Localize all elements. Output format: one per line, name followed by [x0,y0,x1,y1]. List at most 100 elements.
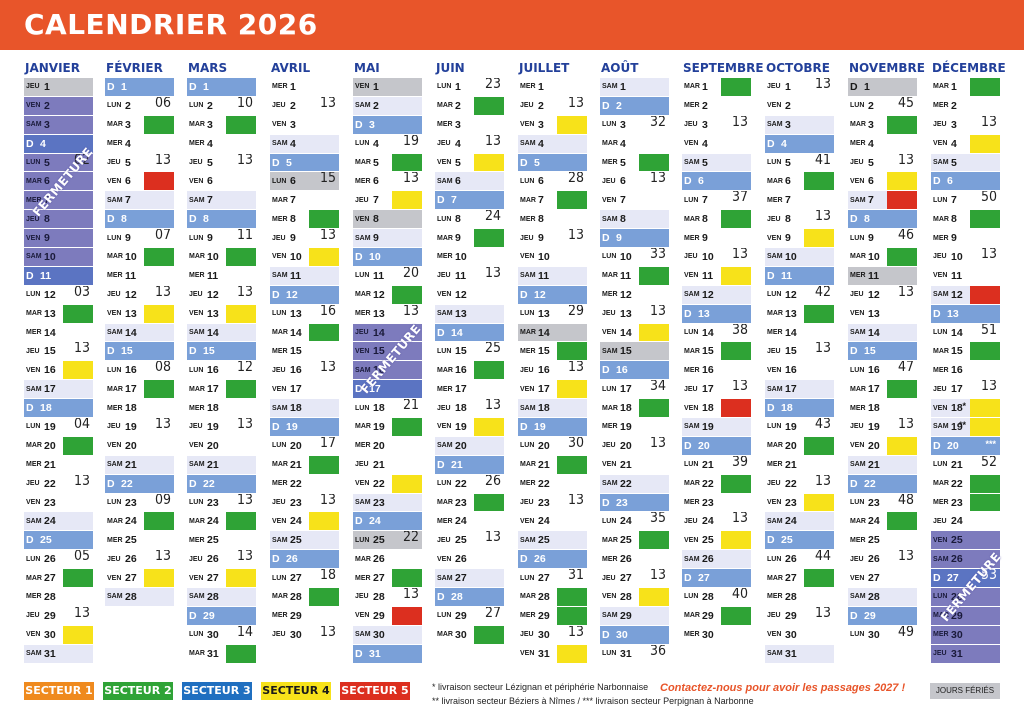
month-column: OCTOBRE JEU 1 13 VEN 2 SAM 3 D 4 LUN 5 41 MAR 6 MER 7 JEU… [765,58,834,664]
day-number: 9 [702,232,708,245]
weekday-label: SAM [767,517,783,525]
weekday-label: VEN [767,234,782,242]
weekday-label: D [189,80,197,93]
day-cell: MAR 12 [353,285,392,304]
day-row: JEU 14 [353,323,422,343]
weekday-label: MER [520,215,536,223]
day-row: LUN 10 33 [600,248,669,267]
weekday-label: SAM [933,291,949,299]
weekday-label: SAM [355,631,371,639]
day-number: 3 [702,118,708,131]
day-cell: JEU 17 13 [682,380,751,399]
day-cell: VEN 30 [765,625,834,644]
week-number: 13 [484,134,501,149]
weekday-label: VEN [602,196,617,204]
month-column: AVRIL MER 1 JEU 2 13 VEN 3 SAM 4 D 5 LUN 6 15 MAR 7 MER 8 J… [270,58,339,645]
day-cell: SAM 7 [848,191,887,210]
day-row: MAR 29 [682,606,751,626]
week-number: 33 [649,248,666,263]
day-cell: MAR 27 [24,569,63,588]
weekday-label: MAR [933,480,949,488]
day-number: 16 [702,364,714,377]
day-cell: VEN 27 [187,569,226,588]
weekday-label: MAR [684,83,700,91]
day-row: D 17 [353,380,422,400]
day-cell: D 25 [24,531,93,550]
day-row: MAR 29 [931,606,1000,626]
weekday-label: MAR [520,329,536,337]
day-row: JEU 30 13 [270,625,339,645]
sector-marker [392,606,422,625]
weekday-label: SAM [850,196,866,204]
day-number: 27 [538,572,550,585]
day-number: 20 [44,439,56,452]
day-number: 2 [868,99,874,112]
month-name: AOÛT [601,61,639,75]
weekday-label: MAR [520,593,536,601]
week-number: 13 [649,436,666,451]
day-cell: JEU 15 13 [24,342,93,361]
day-number: 10 [455,250,467,263]
weekday-label: D [933,175,941,188]
day-number: 26 [455,553,467,566]
weekday-label: MER [850,404,866,412]
weekday-label: SAM [272,404,288,412]
day-cell: MER 11 [187,266,256,285]
day-cell: VEN 27 [105,569,144,588]
day-number: 9 [616,232,622,245]
weekday-label: LUN [520,574,535,582]
day-number: 1 [864,80,870,93]
footnote-2: ** livraison secteur Béziers à Nîmes / *… [432,696,754,706]
day-row: SAM 11 [518,266,587,286]
day-cell: MAR 5 [353,153,392,172]
weekday-label: VEN [26,234,41,242]
sector-marker [887,248,917,266]
day-cell: MAR 30 [435,625,474,644]
day-row: JEU 26 13 [187,550,256,570]
sector-marker [309,248,339,266]
sector-marker [226,380,256,399]
day-number: 1 [620,80,626,93]
day-cell: MER 2 [931,96,1000,115]
day-number: 29 [785,609,797,622]
day-row: VEN 16 [24,361,93,381]
day-cell: JEU 12 13 [105,285,174,304]
week-number: 51 [980,323,997,338]
weekday-label: VEN [933,404,948,412]
weekday-label: MER [767,329,783,337]
delivery-marker: *** [985,438,996,449]
day-row: MER 15 [270,342,339,362]
day-number: 7 [290,194,296,207]
day-row: SAM 25 [518,531,587,551]
day-row: MAR 12 [353,285,422,305]
day-number: 3 [290,118,296,131]
day-number: 4 [40,137,46,150]
sector-marker [721,266,751,285]
weekday-label: D [437,326,445,339]
day-number: 15 [620,345,632,358]
day-number: 27 [455,572,467,585]
day-number: 2 [125,99,131,112]
weekday-label: VEN [107,177,122,185]
day-number: 3 [951,118,957,131]
sector-marker [557,455,587,474]
day-row: D 26 [270,550,339,570]
day-number: 24 [951,515,963,528]
sector-marker [970,134,1000,153]
weekday-label: SAM [684,291,700,299]
day-row: MER 10 [435,248,504,267]
weekday-label: MAR [437,102,453,110]
day-number: 16 [951,364,963,377]
day-cell: SAM 14 [105,323,174,342]
weekday-label: VEN [850,442,865,450]
weekday-label: MAR [355,159,371,166]
day-row: VEN 21 [600,455,669,475]
day-cell: JEU 2 13 [270,96,339,115]
day-number: 8 [702,213,708,226]
weekday-label: D [520,156,528,169]
week-number: 13 [236,153,253,168]
day-row: MAR 27 [765,569,834,589]
day-number: 28 [951,590,963,603]
day-row: MAR 22 [931,474,1000,494]
day-row: MER 22 [270,474,339,494]
